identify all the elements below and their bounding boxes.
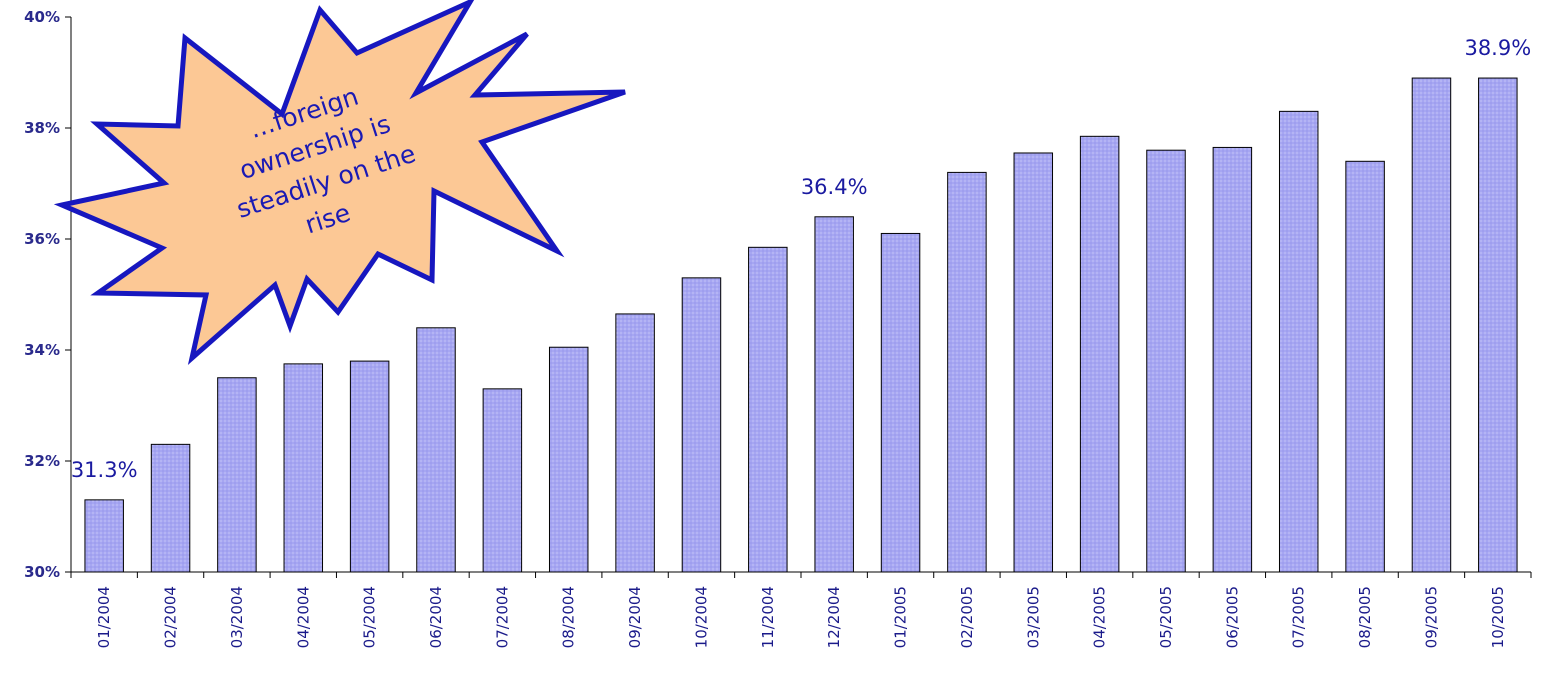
bar bbox=[150, 443, 191, 573]
y-tick-label: 30% bbox=[24, 563, 60, 581]
x-tick-label: 05/2005 bbox=[1157, 586, 1175, 648]
tick-labels: 30% 32% 34% 36% 38% 40% 01/2004 02/2004 03/2004 0… bbox=[24, 8, 1507, 648]
x-tick-label: 09/2005 bbox=[1422, 586, 1440, 648]
x-tick-label: 11/2004 bbox=[759, 586, 777, 648]
y-tick-label: 34% bbox=[24, 341, 60, 359]
bar bbox=[1345, 160, 1385, 573]
x-tick-label: 03/2005 bbox=[1024, 586, 1042, 648]
y-tick-label: 32% bbox=[24, 452, 60, 470]
x-tick-label: 06/2004 bbox=[427, 586, 445, 648]
x-tick-label: 04/2004 bbox=[294, 586, 312, 648]
bar bbox=[1013, 152, 1054, 573]
x-tick-label: 05/2004 bbox=[361, 586, 379, 648]
bar bbox=[947, 171, 987, 573]
bar bbox=[416, 327, 456, 573]
starburst-shape bbox=[53, 0, 626, 365]
bar bbox=[1079, 135, 1120, 573]
bar bbox=[482, 388, 523, 573]
x-tick-label: 07/2005 bbox=[1290, 586, 1308, 648]
bar bbox=[1411, 77, 1452, 573]
x-tick-label: 06/2005 bbox=[1223, 586, 1241, 648]
x-tick-label: 04/2005 bbox=[1091, 586, 1109, 648]
x-tick-label: 08/2004 bbox=[560, 586, 578, 648]
bar bbox=[1278, 110, 1319, 573]
x-tick-label: 10/2004 bbox=[692, 586, 710, 648]
x-tick-label: 02/2004 bbox=[162, 586, 180, 648]
bar bbox=[349, 360, 390, 573]
x-tick-label: 12/2004 bbox=[825, 586, 843, 648]
x-tick-label: 03/2004 bbox=[228, 586, 246, 648]
bar bbox=[681, 277, 722, 573]
x-tick-label: 01/2005 bbox=[892, 586, 910, 648]
x-tick-label: 07/2004 bbox=[493, 586, 511, 648]
bar bbox=[283, 363, 324, 573]
y-tick-label: 40% bbox=[24, 8, 60, 26]
bar bbox=[548, 346, 589, 573]
x-tick-label: 08/2005 bbox=[1356, 586, 1374, 648]
y-tick-label: 38% bbox=[24, 119, 60, 137]
bar bbox=[1146, 149, 1186, 573]
x-tick-label: 02/2005 bbox=[958, 586, 976, 648]
data-label: 36.4% bbox=[801, 175, 868, 199]
y-tick-label: 36% bbox=[24, 230, 60, 248]
bars bbox=[84, 77, 1518, 573]
bar bbox=[748, 246, 788, 573]
bar bbox=[1478, 77, 1518, 573]
annotation-starburst: …foreign ownership is steadily on the ri… bbox=[53, 0, 626, 365]
x-tick-label: 09/2004 bbox=[626, 586, 644, 648]
x-tick-label: 10/2005 bbox=[1489, 586, 1507, 648]
data-label: 31.3% bbox=[71, 458, 138, 482]
bar bbox=[1212, 146, 1253, 573]
data-label: 38.9% bbox=[1464, 36, 1531, 60]
data-labels: 31.3% 36.4% 38.9% bbox=[71, 36, 1531, 482]
bar bbox=[880, 232, 921, 573]
bar bbox=[814, 216, 854, 573]
bar bbox=[84, 499, 124, 573]
bar bbox=[217, 377, 257, 573]
x-tick-label: 01/2004 bbox=[95, 586, 113, 648]
bar bbox=[615, 313, 655, 573]
